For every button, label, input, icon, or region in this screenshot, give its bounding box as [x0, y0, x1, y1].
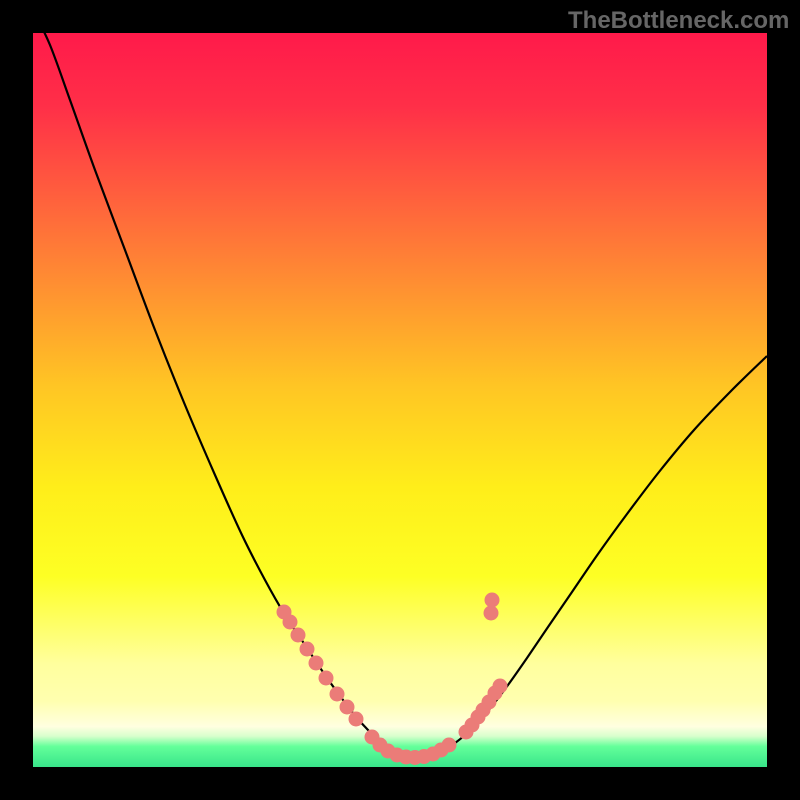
data-point — [291, 628, 306, 643]
chart-svg — [0, 0, 800, 800]
data-point — [309, 656, 324, 671]
data-point — [319, 671, 334, 686]
gradient-background — [33, 33, 767, 767]
watermark-text: TheBottleneck.com — [568, 7, 789, 35]
data-point — [300, 642, 315, 657]
data-point — [330, 687, 345, 702]
data-point — [349, 712, 364, 727]
data-point — [493, 679, 508, 694]
data-point — [340, 700, 355, 715]
data-point — [485, 593, 500, 608]
data-point — [442, 738, 457, 753]
data-point — [283, 615, 298, 630]
data-point — [484, 606, 499, 621]
